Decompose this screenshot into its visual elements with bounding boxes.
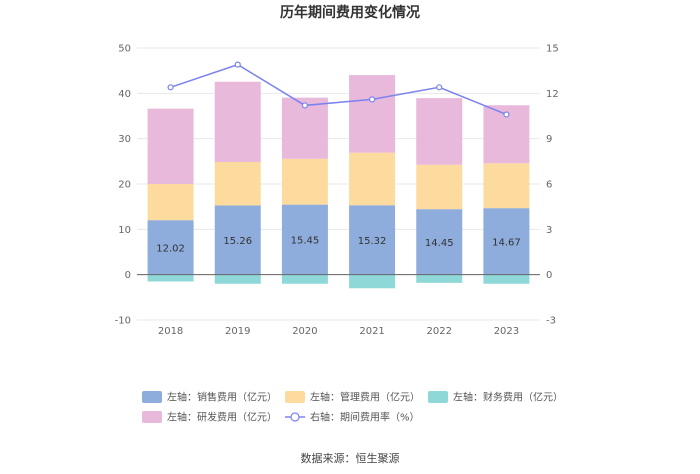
x-tick-label: 2020 [292, 326, 317, 337]
left-tick-label: 30 [118, 134, 131, 145]
legend[interactable]: 左轴：销售费用（亿元） 左轴：管理费用（亿元） 左轴：财务费用（亿元） 左轴：研发费用… [142, 391, 563, 424]
bar-2020-s1 [281, 158, 328, 205]
bar-2022-s2 [416, 274, 463, 283]
data-source: 数据来源：恒生聚源 [301, 451, 400, 465]
x-tick-label: 2021 [359, 326, 384, 337]
rate-point-2023 [503, 111, 510, 118]
right-axis: 15 12 9 6 3 0 -3 [546, 44, 559, 327]
rate-line-path [170, 63, 507, 116]
legend-item[interactable]: 左轴：研发费用（亿元） [142, 411, 277, 424]
legend-label: 左轴：研发费用（亿元） [167, 411, 277, 424]
right-tick-label: 0 [546, 270, 552, 281]
x-tick-label: 2018 [158, 326, 183, 337]
bar-2021-s0 [349, 205, 396, 275]
legend-item[interactable]: 左轴：财务费用（亿元） [428, 391, 563, 404]
right-tick-label: 12 [546, 89, 559, 100]
data-labels: 12.02 15.26 15.45 15.32 14.45 14.67 [156, 236, 520, 255]
rate-line [167, 61, 510, 118]
right-tick-label: 9 [546, 134, 552, 145]
grid [137, 47, 540, 321]
legend-item[interactable]: 左轴：管理费用（亿元） [285, 391, 420, 404]
x-tick-label: 2022 [427, 326, 452, 337]
left-tick-label: 40 [118, 89, 131, 100]
legend-label: 右轴：期间费用率（%） [310, 411, 420, 424]
right-tick-label: 3 [546, 225, 552, 236]
bar-2018-s1 [147, 183, 194, 221]
bar-2022-s1 [416, 164, 463, 210]
rate-point-2020 [301, 102, 309, 109]
bar-2021-s2 [349, 274, 396, 289]
bar-2022-s0 [416, 209, 463, 275]
legend-swatch-icon [285, 391, 305, 403]
bar-2023-s2 [483, 274, 530, 284]
rate-point-2022 [436, 84, 443, 91]
left-tick-label: 10 [118, 225, 131, 236]
left-tick-label: 20 [118, 180, 131, 191]
legend-item[interactable]: 右轴：期间费用率（%） [285, 411, 420, 424]
bar-2021-s1 [349, 152, 396, 206]
data-label-2023: 14.67 [492, 237, 521, 248]
left-tick-label: 0 [125, 270, 131, 281]
x-tick-label: 2019 [225, 326, 250, 337]
bar-2018-s2 [147, 274, 194, 282]
bar-2018-s0 [147, 220, 194, 275]
x-tick-label: 2023 [494, 326, 519, 337]
legend-marker-icon [290, 412, 300, 422]
bar-2023-s1 [483, 163, 530, 209]
bars [147, 75, 530, 289]
legend-swatch-icon [142, 391, 162, 403]
data-label-2022: 14.45 [425, 238, 454, 249]
legend-label: 左轴：管理费用（亿元） [310, 391, 420, 404]
legend-item[interactable]: 左轴：销售费用（亿元） [142, 391, 277, 404]
bar-2020-s0 [281, 204, 328, 275]
left-tick-label: -10 [115, 316, 131, 327]
right-tick-label: -3 [546, 316, 556, 327]
bar-2020-s2 [281, 274, 328, 284]
rate-point-2019 [234, 61, 241, 68]
rate-point-2018 [167, 84, 174, 91]
bar-2021-s3 [349, 75, 396, 153]
bar-2019-s2 [214, 274, 261, 284]
data-label-2020: 15.45 [291, 236, 320, 247]
rate-point-2021 [368, 96, 376, 103]
bar-2019-s3 [214, 81, 261, 162]
legend-swatch-icon [142, 411, 162, 423]
bar-2019-s1 [214, 161, 261, 206]
left-tick-label: 50 [118, 44, 131, 55]
bar-2023-s0 [483, 208, 530, 275]
right-tick-label: 6 [546, 180, 552, 191]
left-axis: 50 40 30 20 10 0 -10 [115, 44, 131, 327]
legend-label: 左轴：销售费用（亿元） [167, 391, 277, 404]
x-axis: 2018 2019 2020 2021 2022 2023 [158, 326, 519, 337]
legend-label: 左轴：财务费用（亿元） [453, 391, 563, 404]
data-label-2018: 12.02 [156, 243, 185, 254]
legend-swatch-icon [428, 391, 448, 403]
bar-2019-s0 [214, 205, 261, 275]
right-tick-label: 15 [546, 44, 559, 55]
chart-title: 历年期间费用变化情况 [280, 4, 420, 21]
bar-2018-s3 [147, 108, 194, 184]
data-label-2019: 15.26 [223, 236, 252, 247]
bar-2022-s3 [416, 98, 463, 165]
data-label-2021: 15.32 [358, 236, 387, 247]
